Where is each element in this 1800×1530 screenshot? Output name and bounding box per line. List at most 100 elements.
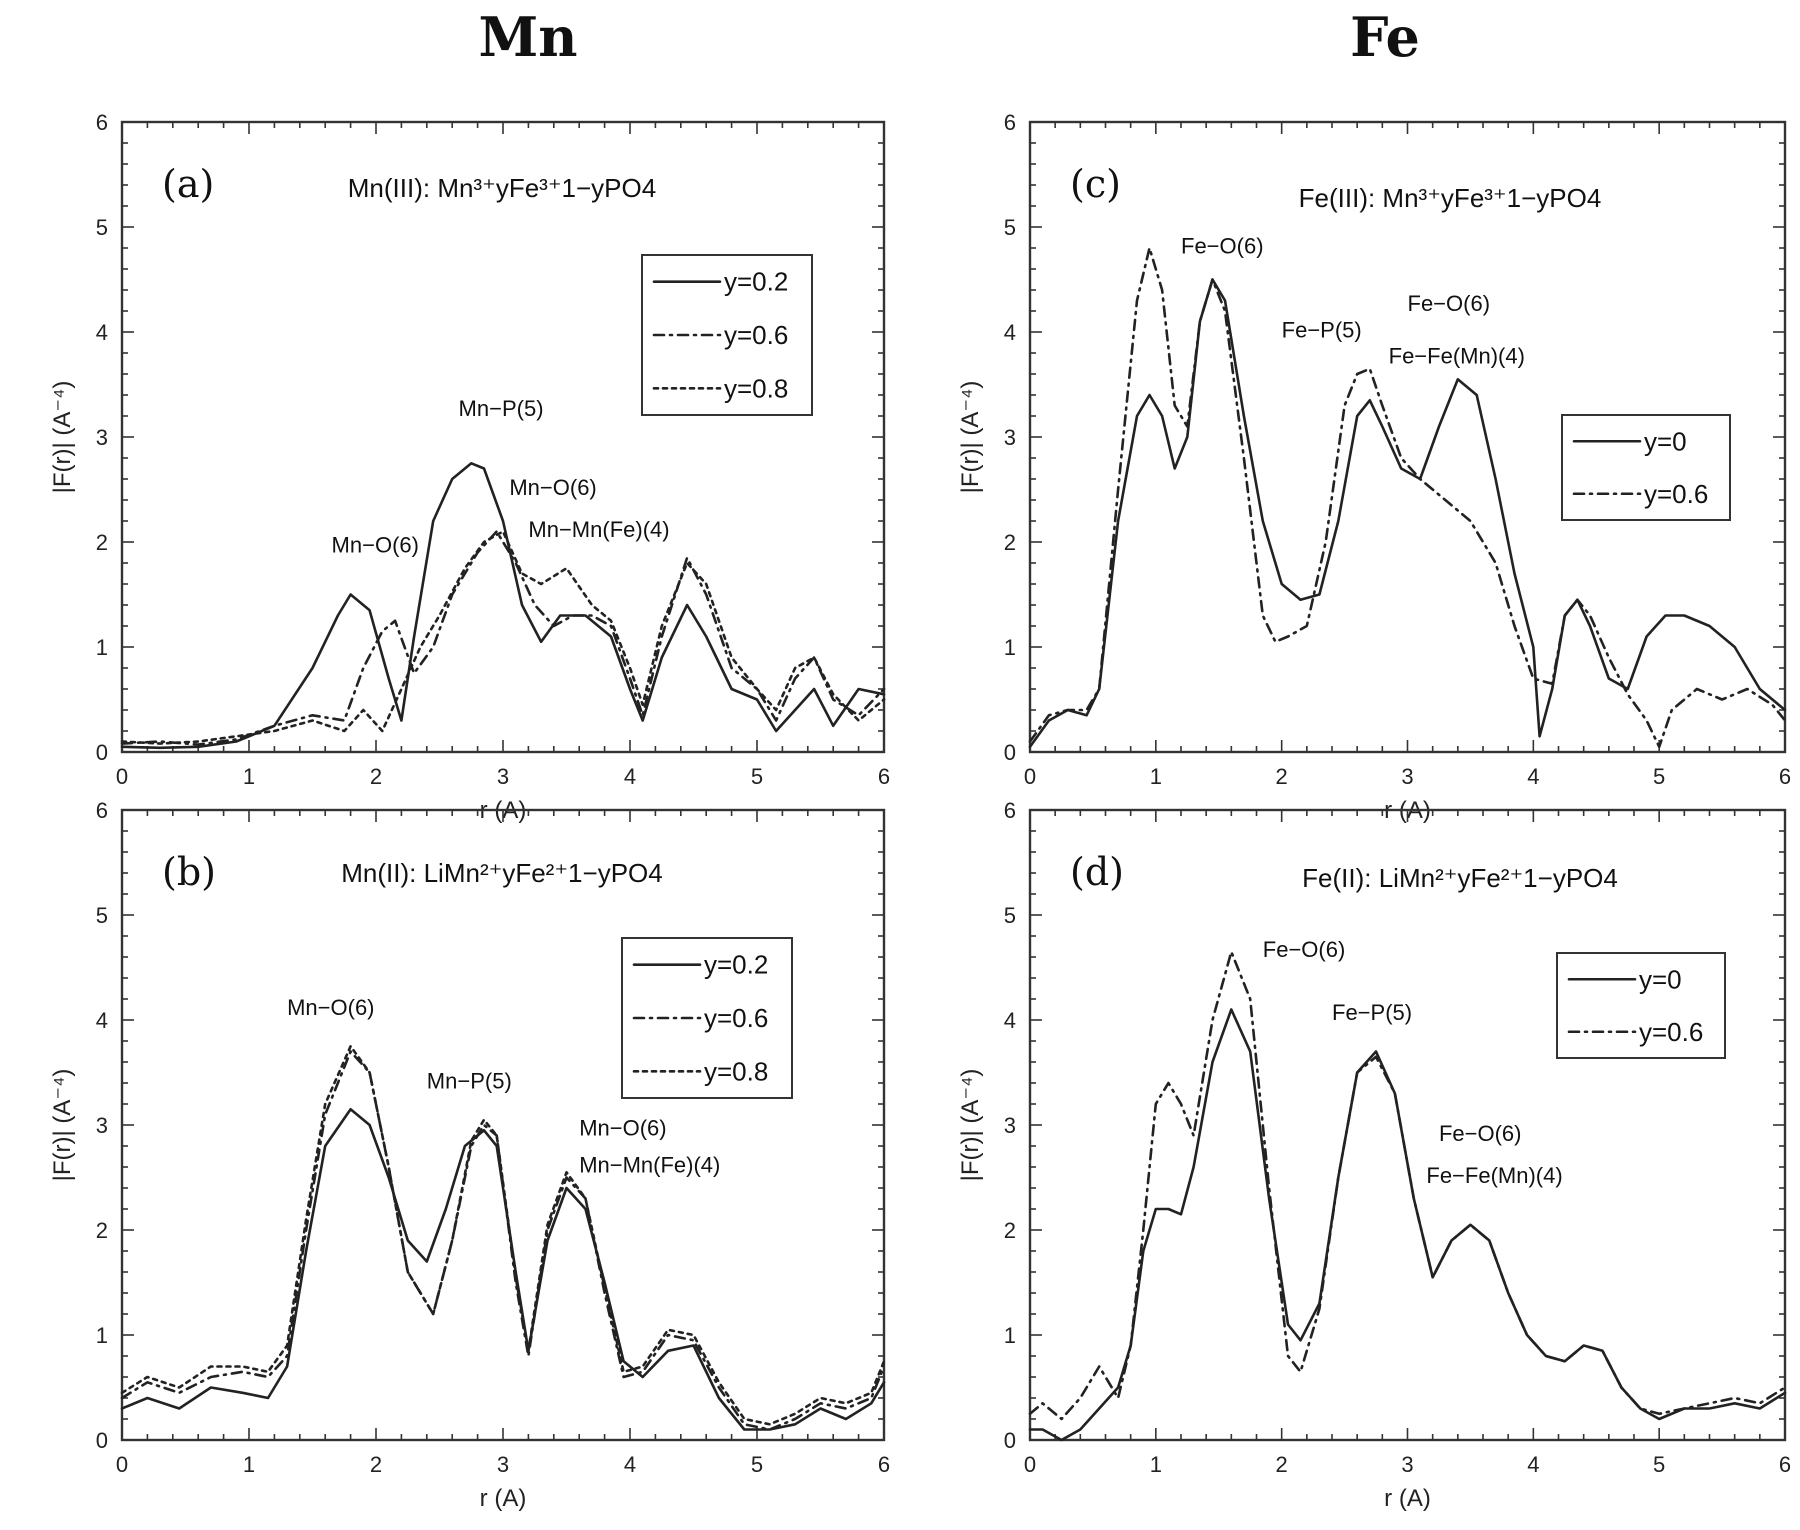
y-tick-label: 0 xyxy=(96,740,108,765)
y-tick-label: 4 xyxy=(96,1008,108,1033)
x-tick-label: 1 xyxy=(1150,1452,1162,1477)
panel-title: Mn(II): LiMn²⁺yFe²⁺1−yPO4 xyxy=(341,858,662,888)
y-axis-label: |F(r)| (A⁻⁴) xyxy=(49,381,76,494)
x-tick-label: 3 xyxy=(1401,764,1413,789)
legend-entry-label: y=0.8 xyxy=(704,1056,768,1086)
y-tick-label: 6 xyxy=(1004,110,1016,135)
plot-frame xyxy=(1028,808,1787,1442)
x-tick-label: 2 xyxy=(1276,1452,1288,1477)
x-tick-label: 5 xyxy=(751,1452,763,1477)
legend: y=0 y=0.6 xyxy=(1556,952,1726,1059)
peak-annotation: Fe−P(5) xyxy=(1282,317,1362,342)
x-tick-label: 3 xyxy=(497,764,509,789)
legend-box xyxy=(1561,414,1731,521)
x-tick-label: 1 xyxy=(1150,764,1162,789)
x-tick-label: 0 xyxy=(116,764,128,789)
y-tick-label: 5 xyxy=(96,215,108,240)
y-tick-label: 5 xyxy=(1004,903,1016,928)
legend-box xyxy=(1556,952,1726,1059)
panel-title: Fe(III): Mn³⁺yFe³⁺1−yPO4 xyxy=(1299,183,1602,213)
series-line-y-0-8 xyxy=(120,1045,886,1426)
panel-d: 0 1 2 3 4 5 6 0 1 2 3 4 5 6 r (A) |F(r)| (A⁻⁴) (d) Fe(II)… xyxy=(957,798,1791,1512)
series-line-y-0-6 xyxy=(120,530,886,746)
legend: y=0.2 y=0.6 y=0.8 xyxy=(641,254,813,416)
column-title-fe: Fe xyxy=(1350,5,1420,69)
series-line-y-0-2 xyxy=(120,1108,886,1431)
series-line-y-0-6 xyxy=(1028,950,1787,1421)
x-tick-label: 6 xyxy=(878,764,890,789)
panel-b: 0 1 2 3 4 5 6 0 1 2 3 4 5 6 r (A) |F(r)| (A⁻⁴) (b) Mn(II)… xyxy=(49,798,890,1512)
y-tick-label: 0 xyxy=(96,1428,108,1453)
legend-entry-label: y=0.6 xyxy=(724,320,788,350)
plot-frame xyxy=(120,120,886,754)
legend-entry-label: y=0.2 xyxy=(724,267,788,297)
x-axis-label: r (A) xyxy=(480,1485,527,1512)
y-axis-label: |F(r)| (A⁻⁴) xyxy=(957,381,984,494)
y-tick-label: 4 xyxy=(96,320,108,345)
x-tick-label: 2 xyxy=(370,1452,382,1477)
legend-entry-label: y=0.2 xyxy=(704,950,768,980)
peak-annotation: Mn−O(6) xyxy=(579,1116,666,1141)
y-tick-label: 6 xyxy=(96,110,108,135)
y-tick-label: 3 xyxy=(96,425,108,450)
x-tick-label: 1 xyxy=(243,1452,255,1477)
peak-annotation: Fe−O(6) xyxy=(1439,1121,1522,1146)
peak-annotation: Fe−O(6) xyxy=(1181,233,1264,258)
y-tick-label: 1 xyxy=(1004,1323,1016,1348)
series-line-y-0-2 xyxy=(120,462,886,750)
y-tick-label: 5 xyxy=(1004,215,1016,240)
peak-annotation: Fe−Fe(Mn)(4) xyxy=(1389,344,1525,369)
y-tick-label: 2 xyxy=(96,1218,108,1243)
peak-annotation: Mn−P(5) xyxy=(427,1068,512,1093)
series-line-y-0 xyxy=(1028,1008,1787,1442)
series-line-y-0-6 xyxy=(120,1050,886,1431)
peak-annotation: Fe−Fe(Mn)(4) xyxy=(1426,1163,1562,1188)
legend: y=0 y=0.6 xyxy=(1561,414,1731,521)
x-tick-label: 2 xyxy=(370,764,382,789)
y-tick-label: 1 xyxy=(96,1323,108,1348)
legend-entry-label: y=0.6 xyxy=(1639,1017,1703,1047)
y-tick-label: 3 xyxy=(96,1113,108,1138)
peak-annotation: Mn−Mn(Fe)(4) xyxy=(528,517,669,542)
y-tick-label: 1 xyxy=(96,635,108,660)
y-tick-label: 4 xyxy=(1004,320,1016,345)
series-line-y-0-8 xyxy=(120,530,886,745)
peak-annotation: Fe−O(6) xyxy=(1408,291,1491,316)
peak-annotation: Mn−O(6) xyxy=(509,475,596,500)
panel-label: (b) xyxy=(162,850,216,894)
peak-annotation: Fe−O(6) xyxy=(1263,937,1346,962)
series-line-y-0-6 xyxy=(1028,246,1787,749)
x-tick-label: 3 xyxy=(497,1452,509,1477)
panel-label: (d) xyxy=(1070,850,1124,894)
x-tick-label: 0 xyxy=(1024,764,1036,789)
x-tick-label: 0 xyxy=(1024,1452,1036,1477)
x-tick-label: 3 xyxy=(1401,1452,1413,1477)
y-tick-label: 5 xyxy=(96,903,108,928)
panel-title: Mn(III): Mn³⁺yFe³⁺1−yPO4 xyxy=(348,173,656,203)
y-tick-label: 2 xyxy=(1004,530,1016,555)
peak-annotation: Mn−O(6) xyxy=(332,533,419,558)
series-line-y-0 xyxy=(1028,278,1787,749)
peak-annotation: Mn−Mn(Fe)(4) xyxy=(579,1152,720,1177)
column-title-mn: Mn xyxy=(478,5,577,69)
x-tick-label: 6 xyxy=(1779,1452,1791,1477)
y-tick-label: 3 xyxy=(1004,425,1016,450)
legend-entry-label: y=0 xyxy=(1644,426,1687,456)
y-tick-label: 6 xyxy=(1004,798,1016,823)
y-tick-label: 0 xyxy=(1004,740,1016,765)
x-tick-label: 1 xyxy=(243,764,255,789)
peak-annotation: Mn−P(5) xyxy=(459,396,544,421)
y-axis-label: |F(r)| (A⁻⁴) xyxy=(957,1069,984,1182)
x-axis-label: r (A) xyxy=(1384,1485,1431,1512)
panel-title: Fe(II): LiMn²⁺yFe²⁺1−yPO4 xyxy=(1302,863,1618,893)
x-tick-label: 0 xyxy=(116,1452,128,1477)
x-tick-label: 5 xyxy=(1653,1452,1665,1477)
x-tick-label: 4 xyxy=(1527,764,1539,789)
y-tick-label: 6 xyxy=(96,798,108,823)
y-tick-label: 1 xyxy=(1004,635,1016,660)
legend-entry-label: y=0.6 xyxy=(704,1003,768,1033)
y-axis-label: |F(r)| (A⁻⁴) xyxy=(49,1069,76,1182)
